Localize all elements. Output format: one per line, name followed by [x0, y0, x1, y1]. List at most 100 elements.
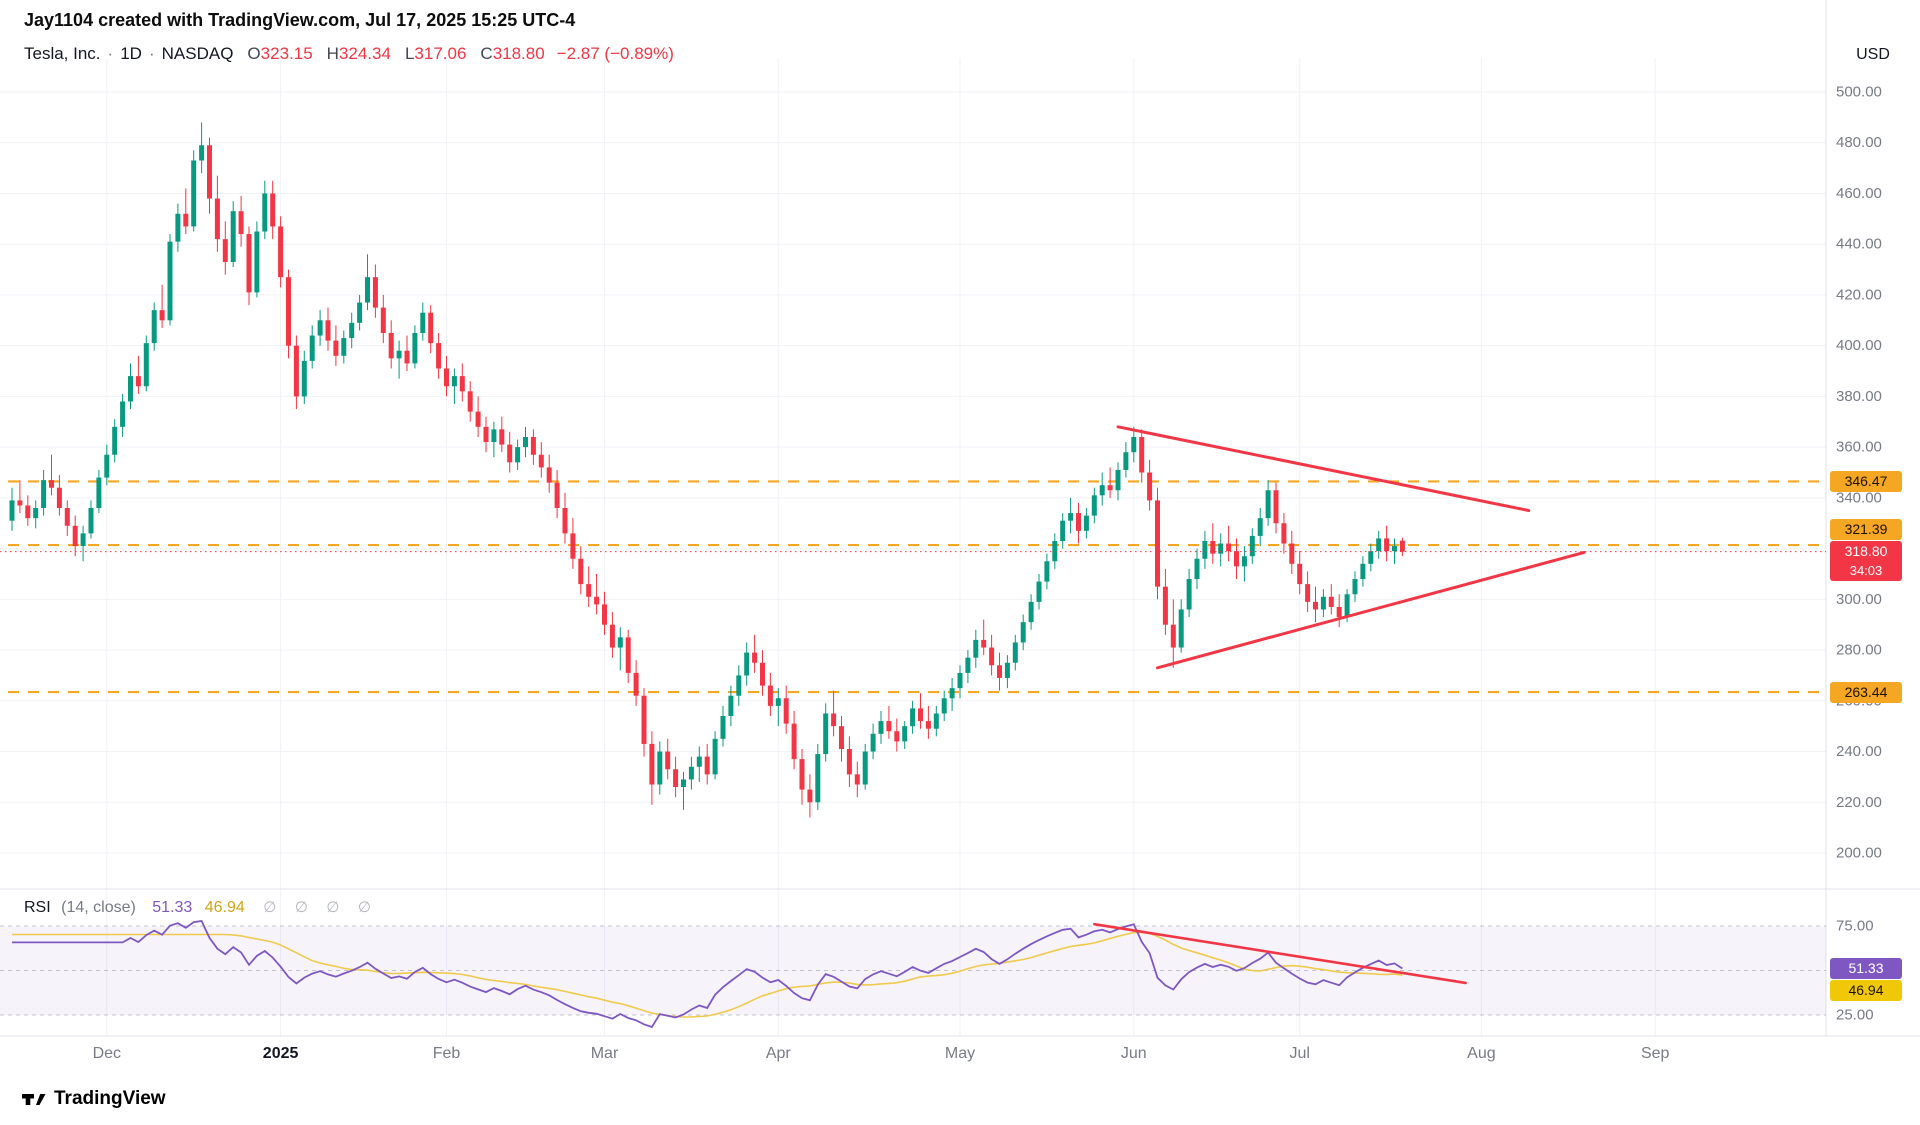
symbol-interval[interactable]: 1D — [120, 44, 142, 63]
candle-body — [41, 480, 47, 509]
price-tick-label: 200.00 — [1836, 845, 1882, 862]
candle-body — [104, 454, 110, 478]
candle-body — [1210, 540, 1216, 554]
price-tick-label: 220.00 — [1836, 794, 1882, 811]
candle-body — [167, 241, 173, 321]
candle-body — [128, 376, 133, 402]
candle-body — [815, 754, 821, 803]
time-axis-label: Jun — [1121, 1045, 1147, 1062]
price-level-label[interactable]: 321.39 — [1830, 519, 1902, 541]
candle-body — [49, 480, 54, 488]
candle-body — [467, 391, 473, 412]
time-axis-label: Sep — [1641, 1045, 1670, 1062]
candle-body — [143, 343, 149, 387]
candle-body — [965, 657, 971, 673]
candle-body — [135, 376, 141, 387]
candle-body — [357, 302, 363, 323]
candle-body — [1186, 579, 1192, 610]
candle-body — [696, 756, 702, 767]
candle-body — [412, 332, 418, 364]
candle-body — [483, 426, 489, 443]
rsi-legend[interactable]: RSI (14, close) 51.33 46.94 ∅ ∅ ∅ ∅ — [24, 898, 371, 917]
trendline-rsi[interactable] — [1093, 922, 1467, 985]
tradingview-logo[interactable]: TradingView — [22, 1088, 166, 1110]
symbol-legend[interactable]: Tesla, Inc. · 1D · NASDAQ O323.15 H324.3… — [24, 44, 674, 64]
price-tick-label: 240.00 — [1836, 743, 1882, 760]
last-price-label[interactable]: 318.80 34:03 — [1830, 541, 1902, 582]
candle-body — [25, 505, 31, 519]
candle-body — [617, 637, 623, 648]
candle-body — [1052, 540, 1058, 562]
ohlc-close: C318.80 — [480, 44, 544, 64]
price-level-label[interactable]: 346.47 — [1830, 470, 1902, 492]
symbol-exchange: NASDAQ — [161, 44, 234, 63]
candle-body — [1155, 500, 1160, 587]
candle-body — [1091, 495, 1097, 516]
ohlc-open-value: 323.15 — [260, 44, 313, 63]
bar-countdown: 34:03 — [1849, 563, 1883, 579]
candle-body — [175, 213, 181, 242]
change-value: −2.87 (−0.89%) — [556, 44, 674, 63]
candle-body — [230, 211, 236, 262]
candle-body — [1313, 601, 1318, 610]
candle-body — [214, 198, 220, 240]
candle-body — [183, 213, 189, 227]
candle-body — [1068, 513, 1074, 521]
candle-body — [88, 508, 94, 534]
candle-body — [1384, 538, 1390, 552]
ohlc-low-value: 317.06 — [414, 44, 467, 63]
rsi-ma-label[interactable]: 46.94 — [1830, 979, 1902, 1001]
time-axis-label: May — [945, 1045, 975, 1062]
candle-body — [404, 350, 410, 364]
rsi-tick-label: 75.00 — [1836, 918, 1874, 935]
candle-body — [1368, 551, 1374, 564]
candle-body — [823, 713, 829, 755]
candle-body — [752, 652, 758, 663]
candle-body — [578, 558, 584, 585]
symbol-name[interactable]: Tesla, Inc. — [24, 44, 101, 63]
rsi-value-label[interactable]: 51.33 — [1830, 957, 1902, 979]
candle-body — [633, 672, 639, 696]
candle-body — [854, 774, 860, 785]
price-level-label[interactable]: 263.44 — [1830, 681, 1902, 703]
rsi-line — [12, 920, 1403, 1029]
candle-body — [112, 426, 118, 455]
candle-body — [657, 751, 663, 785]
candle-body — [1123, 452, 1129, 470]
trendline-triangle-upper[interactable] — [1116, 425, 1531, 513]
candle-body — [846, 748, 852, 775]
candle-body — [191, 160, 197, 227]
candle-body — [681, 779, 686, 788]
candle-body — [349, 322, 355, 339]
price-tick-label: 500.00 — [1836, 84, 1882, 101]
candle-body — [1178, 609, 1184, 648]
rsi-title[interactable]: RSI — [24, 899, 51, 916]
candle-body — [286, 277, 291, 346]
candle-body — [594, 596, 600, 605]
candle-body — [1273, 490, 1279, 524]
candle-body — [886, 721, 892, 732]
candle-body — [278, 226, 284, 278]
candle-body — [775, 698, 781, 706]
candle-body — [293, 345, 299, 397]
candle-body — [649, 743, 655, 785]
time-axis-label: Aug — [1467, 1045, 1495, 1062]
candle-body — [33, 508, 39, 519]
candle-body — [499, 429, 505, 445]
candle-body — [523, 436, 528, 448]
candle-body — [1202, 540, 1208, 559]
candle-body — [1352, 579, 1358, 595]
trendline-triangle-lower[interactable] — [1156, 550, 1586, 670]
candle-body — [1265, 490, 1271, 519]
candle-body — [1399, 540, 1405, 552]
candle-body — [207, 145, 212, 199]
time-axis-label: Feb — [433, 1045, 461, 1062]
candle-body — [1147, 472, 1153, 501]
candle-body — [1004, 662, 1010, 678]
currency-label[interactable]: USD — [1856, 46, 1890, 63]
candle-body — [1218, 543, 1224, 554]
candle-body — [673, 769, 679, 788]
ohlc-open-label: O — [247, 44, 261, 63]
candle-body — [1060, 520, 1066, 541]
